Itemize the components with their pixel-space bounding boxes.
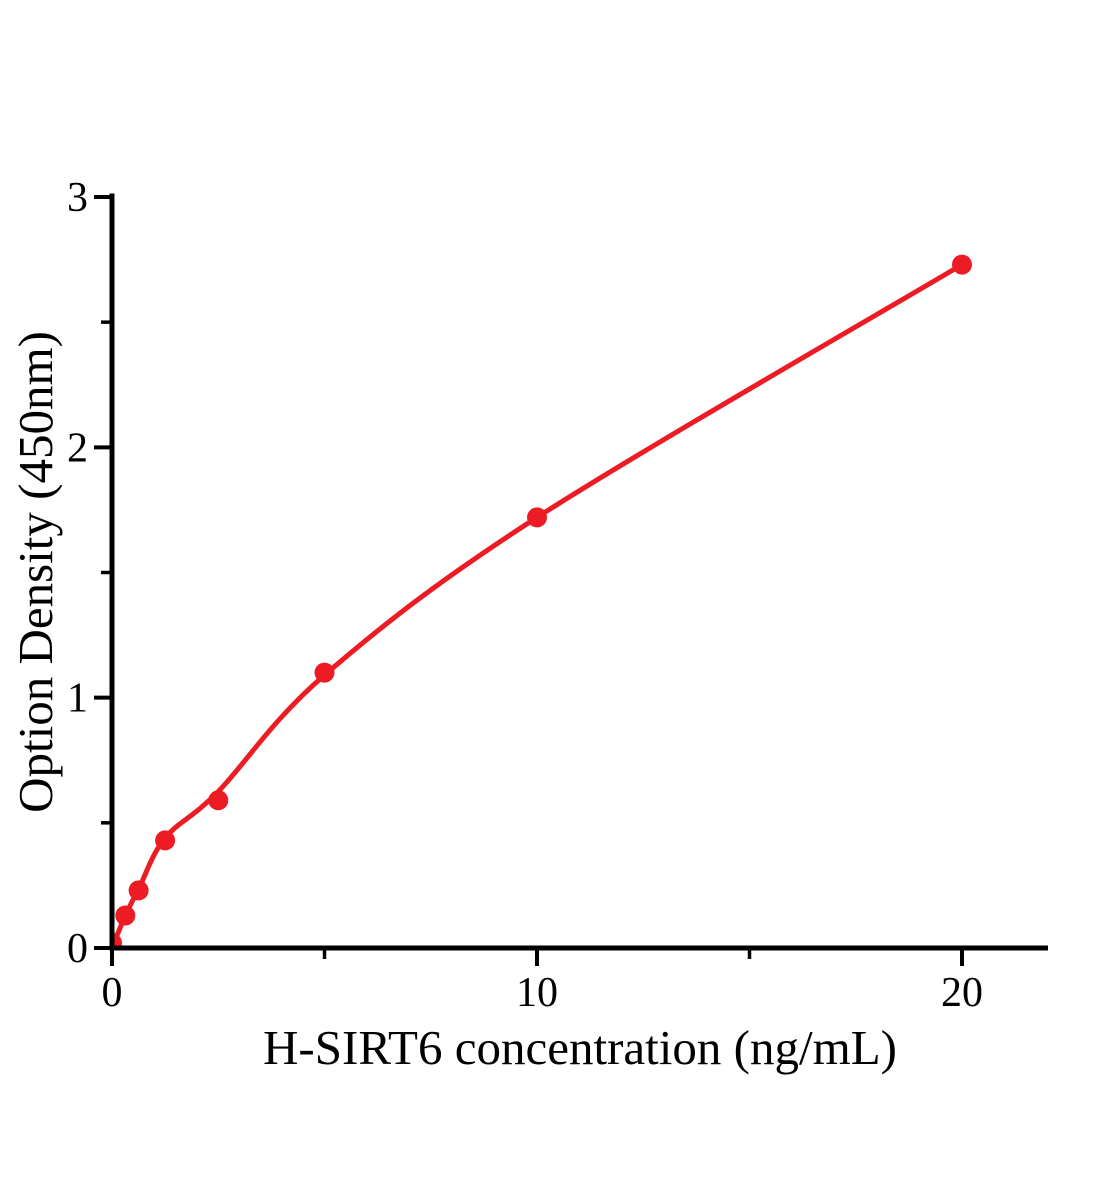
- y-tick-label: 1: [67, 676, 88, 722]
- data-point: [155, 830, 176, 851]
- axes-layer: 0 10 20 0 1 2 3: [67, 175, 1048, 1016]
- x-tick-label: 20: [941, 970, 983, 1016]
- y-tick-label: 3: [67, 175, 88, 221]
- data-point: [952, 254, 972, 275]
- x-tick-label: 0: [102, 970, 123, 1016]
- fit-curve: [112, 262, 965, 948]
- x-tick-label: 10: [516, 970, 558, 1016]
- data-point: [115, 905, 136, 926]
- y-axis-title: Option Density (450nm): [8, 331, 63, 813]
- y-tick-label: 2: [67, 425, 88, 471]
- y-tick-label: 0: [67, 926, 88, 972]
- data-point: [208, 790, 229, 811]
- data-point: [314, 662, 335, 683]
- data-point: [128, 880, 149, 901]
- x-axis-title: H-SIRT6 concentration (ng/mL): [263, 1020, 897, 1075]
- data-point: [527, 507, 547, 528]
- data-layer: [112, 254, 972, 948]
